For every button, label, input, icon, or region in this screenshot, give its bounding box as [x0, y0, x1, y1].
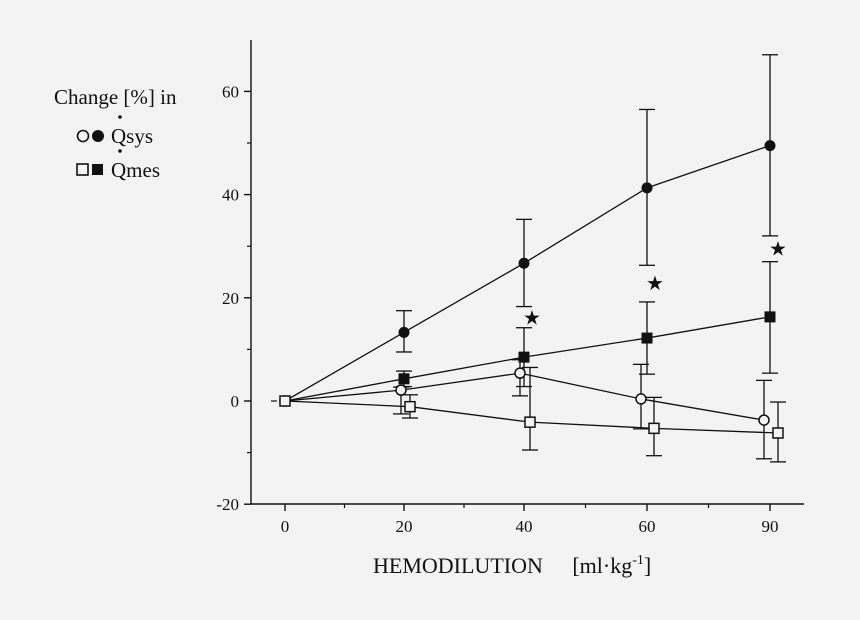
data-point-open-circle: [514, 367, 526, 379]
data-point-filled-square: [641, 332, 653, 344]
significance-star: ★: [523, 307, 541, 329]
data-point-filled-circle: [641, 182, 653, 194]
legend-entry-qsys: Qsys: [76, 115, 153, 148]
legend-entry-qmes: Qmes: [76, 149, 160, 182]
data-point-open-circle: [758, 414, 770, 426]
annotations: ★ ★ ★: [523, 238, 787, 329]
legend-label-qmes: Qmes: [111, 158, 160, 182]
legend-filled-square-marker: [92, 164, 103, 175]
data-markers: [279, 140, 784, 439]
y-tick-label: 40: [222, 186, 239, 205]
significance-star: ★: [769, 238, 787, 260]
significance-star: ★: [646, 273, 664, 295]
data-point-filled-square: [518, 351, 530, 363]
x-axis-title: HEMODILUTION [ml·kg-1]: [373, 553, 651, 578]
legend-dot-above-q: [118, 149, 122, 153]
x-axis-unit: [ml·kg: [572, 553, 632, 578]
y-tick-label: -20: [216, 495, 239, 514]
data-point-open-circle: [395, 384, 407, 396]
data-point-open-square: [524, 416, 536, 428]
data-point-open-square: [404, 400, 416, 413]
data-point-filled-square: [764, 311, 776, 323]
x-axis-unit-superscript: -1: [632, 553, 644, 568]
x-tick-label: 20: [396, 517, 413, 536]
data-point-filled-circle: [518, 257, 530, 269]
y-tick-label: 0: [231, 392, 240, 411]
x-axis-label: HEMODILUTION: [373, 553, 543, 578]
x-tick-label: 40: [516, 517, 533, 536]
data-point-open-circle: [635, 393, 647, 405]
x-axis-unit-close: ]: [644, 553, 651, 578]
error-bar: [522, 366, 538, 451]
legend-label-qsys: Qsys: [111, 124, 153, 148]
y-tick-label: 60: [222, 82, 239, 101]
x-tick-label: 90: [762, 517, 779, 536]
legend-title: Change [%] in: [54, 85, 177, 109]
legend-open-square-marker: [76, 163, 89, 176]
legend: Change [%] in Qsys Qmes: [54, 85, 177, 182]
data-point-filled-circle: [764, 140, 776, 152]
data-point-open-square: [279, 395, 291, 407]
legend-filled-circle-marker: [92, 130, 104, 142]
data-point-open-square: [772, 427, 784, 439]
legend-dot-above-q: [118, 115, 122, 119]
x-tick-label: 60: [639, 517, 656, 536]
data-point-open-square: [648, 422, 660, 435]
data-point-filled-circle: [398, 326, 410, 338]
legend-open-circle-marker: [76, 129, 90, 143]
axes: -20 0 20 40 60 0 20 40 60 90: [216, 40, 804, 536]
y-tick-label: 20: [222, 289, 239, 308]
data-point-filled-square: [398, 373, 410, 385]
x-tick-label: 0: [281, 517, 290, 536]
